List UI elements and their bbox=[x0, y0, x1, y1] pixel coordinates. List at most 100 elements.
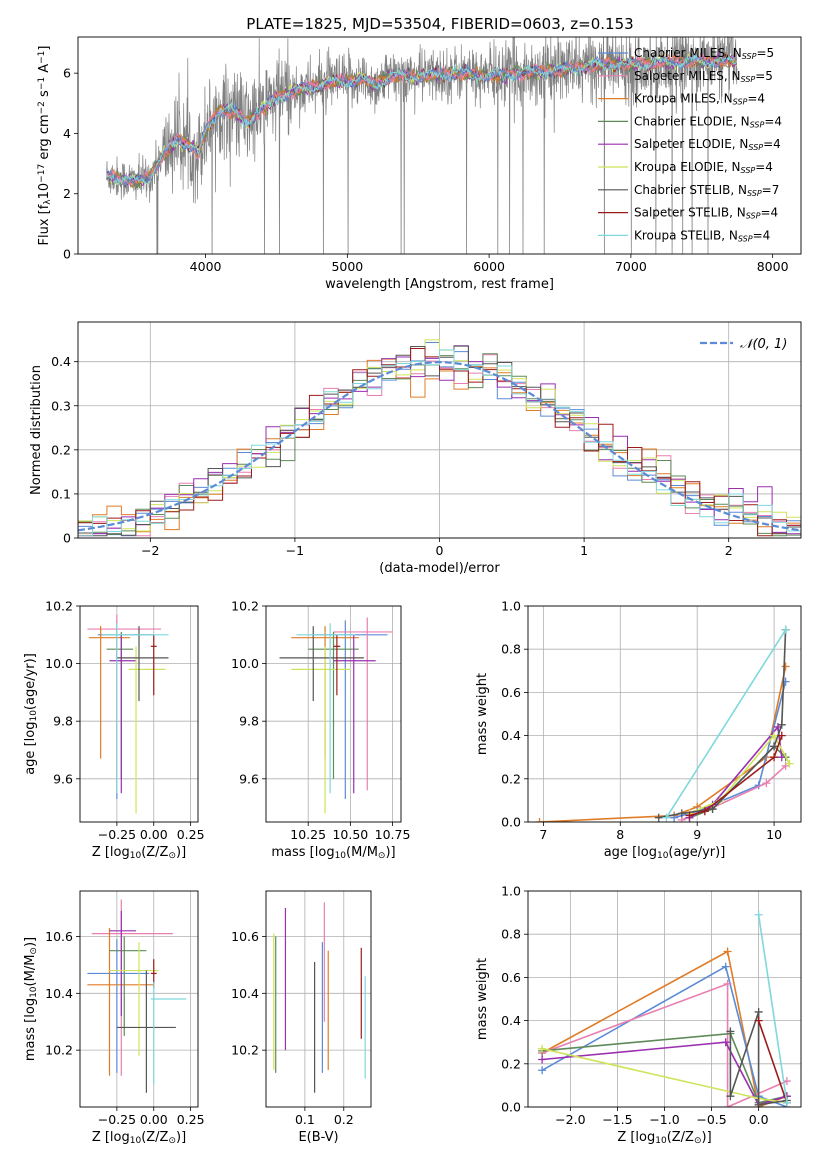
errorbar-kroupa_miles bbox=[88, 626, 131, 759]
x-tick-label: −0.25 bbox=[98, 827, 136, 842]
series-kroupa_miles bbox=[535, 662, 790, 822]
y-tick-label: 0.0 bbox=[501, 1100, 521, 1115]
age_vs_mass-xlabel: mass [log10(M/M⊙)] bbox=[271, 845, 395, 861]
x-tick-label: −1.0 bbox=[649, 1112, 679, 1127]
y-tick-label: 2 bbox=[63, 186, 71, 201]
x-tick-label: −1.5 bbox=[602, 1112, 632, 1127]
errorbar-salpeter_elodie bbox=[333, 634, 376, 794]
mass_vs_Z-ylabel: mass [log10(M/M⊙)] bbox=[23, 937, 39, 1061]
errorbar-kroupa_elodie bbox=[128, 646, 166, 814]
model-spectrum-chabrier_miles bbox=[106, 54, 737, 187]
series-marker bbox=[762, 779, 771, 788]
series-marker bbox=[754, 1007, 763, 1016]
massweight_vs_Z-ylabel: mass weight bbox=[475, 958, 490, 1040]
y-tick-label: 0.2 bbox=[501, 771, 521, 786]
axes-frame bbox=[79, 605, 199, 823]
x-tick-label: 7000 bbox=[615, 259, 647, 274]
errorbar-salpeter_stelib bbox=[150, 634, 157, 696]
y-tick-label: 10.2 bbox=[45, 1043, 73, 1058]
normal-curve bbox=[78, 360, 801, 532]
y-tick-label: 10.0 bbox=[45, 656, 73, 671]
series-marker bbox=[785, 759, 794, 768]
mass_vs_Z-axes: −0.25 0.00 0.25 10.2 10.4 10.6 Z [log10(Z/Z⊙)]… bbox=[23, 890, 205, 1146]
series-marker bbox=[721, 962, 730, 971]
y-tick-label: 1.0 bbox=[501, 884, 521, 899]
y-tick-label: 10.6 bbox=[45, 929, 73, 944]
series-marker bbox=[770, 753, 779, 762]
age_vs_mass-plot bbox=[279, 617, 393, 814]
y-tick-label: 0.4 bbox=[501, 1013, 521, 1028]
errorbar-salpeter_elodie bbox=[109, 634, 137, 794]
legend-label-kroupa_stelib: Kroupa STELIB, NSSP=4 bbox=[634, 228, 770, 243]
x-tick-label: 2 bbox=[725, 543, 733, 558]
series-marker bbox=[726, 1092, 735, 1101]
y-tick-label: 0.4 bbox=[51, 354, 71, 369]
errorbar-salpeter_miles bbox=[333, 617, 393, 791]
y-tick-label: 10.2 bbox=[45, 599, 73, 614]
y-tick-label: 0.8 bbox=[501, 642, 521, 657]
histogram-kroupa_stelib bbox=[78, 349, 801, 537]
series-marker bbox=[700, 807, 709, 816]
legend-label-normal: 𝒩(0, 1) bbox=[740, 337, 787, 352]
series-line bbox=[665, 629, 787, 819]
mass_vs_ebv-frame: 0.1 0.2 10.2 10.4 10.6 E(B-V) bbox=[231, 890, 372, 1145]
spectrum-plot bbox=[106, 37, 738, 254]
y-tick-label: 0.2 bbox=[51, 442, 71, 457]
errorbar-kroupa_elodie bbox=[109, 942, 159, 1056]
y-tick-label: 9.6 bbox=[53, 771, 73, 786]
massweight_vs_age-frame: 7 8 9 10 0.0 0.2 0.4 0.6 0.8 1.0 age [log10(age/yr… bbox=[475, 599, 802, 861]
series-marker bbox=[535, 818, 544, 822]
x-tick-label: 1 bbox=[580, 543, 588, 558]
legend-label-chabrier_elodie: Chabrier ELODIE, NSSP=4 bbox=[634, 114, 782, 129]
y-tick-label: 10.0 bbox=[231, 656, 259, 671]
series-line bbox=[757, 914, 788, 1103]
x-tick-label: −2.0 bbox=[555, 1112, 585, 1127]
age_vs_Z-xlabel: Z [log10(Z/Z⊙)] bbox=[92, 845, 186, 861]
mass_vs_Z-plot bbox=[87, 899, 187, 1093]
residuals-plot bbox=[78, 339, 801, 537]
series-marker bbox=[754, 1016, 763, 1025]
age_vs_mass-axes: 10.25 10.50 10.75 9.6 9.8 10.0 10.2 mass [log10… bbox=[231, 599, 410, 862]
mass_vs_ebv-xlabel: E(B-V) bbox=[298, 1130, 338, 1145]
axes-frame bbox=[77, 36, 802, 255]
series-marker bbox=[662, 813, 671, 822]
y-tick-label: 10.2 bbox=[231, 599, 259, 614]
mass_vs_ebv-axes: 0.1 0.2 10.2 10.4 10.6 E(B-V) bbox=[231, 890, 372, 1145]
series-marker bbox=[538, 1044, 547, 1053]
spectrum-axes: 4000 5000 6000 7000 8000 0 2 4 6 wavelength [Angs… bbox=[37, 36, 802, 292]
series-marker bbox=[685, 811, 694, 820]
axes-frame bbox=[265, 890, 372, 1108]
legend-label-kroupa_miles: Kroupa MILES, NSSP=4 bbox=[634, 92, 765, 107]
massweight_vs_Z-plot bbox=[538, 910, 791, 1107]
spectrum-legend: Chabrier MILES, NSSP=5 Salpeter MILES, NS… bbox=[598, 46, 782, 243]
x-tick-label: 0 bbox=[436, 543, 444, 558]
x-tick-label: 9 bbox=[693, 827, 701, 842]
series-marker bbox=[726, 1027, 735, 1036]
series-marker bbox=[770, 742, 779, 751]
y-tick-label: 0.1 bbox=[51, 486, 71, 501]
legend-label-salpeter_elodie: Salpeter ELODIE, NSSP=4 bbox=[634, 137, 781, 152]
massweight_vs_Z-xlabel: Z [log10(Z/Z⊙)] bbox=[617, 1130, 711, 1146]
spectrum-frame: 4000 5000 6000 7000 8000 0 2 4 6 wavelength [Angs… bbox=[37, 36, 802, 292]
y-tick-label: 4 bbox=[63, 126, 71, 141]
y-tick-label: 1.0 bbox=[501, 599, 521, 614]
y-tick-label: 0.4 bbox=[501, 728, 521, 743]
axes-frame bbox=[79, 890, 199, 1108]
x-tick-label: 10.75 bbox=[375, 827, 411, 842]
x-tick-label: 0.0 bbox=[749, 1112, 769, 1127]
x-tick-label: −0.25 bbox=[98, 1112, 136, 1127]
x-tick-label: 10.25 bbox=[290, 827, 326, 842]
series-marker bbox=[754, 910, 763, 919]
y-tick-label: 10.2 bbox=[231, 1043, 259, 1058]
errorbar-salpeter_elodie bbox=[109, 910, 137, 1017]
mass_vs_ebv-grid bbox=[266, 891, 371, 1107]
errorbar-chabrier_elodie bbox=[109, 936, 147, 1036]
series-line bbox=[658, 629, 787, 819]
errorbar-kroupa_elodie bbox=[291, 646, 351, 814]
model-spectrum-kroupa_stelib bbox=[106, 53, 737, 185]
y-tick-label: 0.6 bbox=[501, 685, 521, 700]
x-tick-label: 10 bbox=[766, 827, 782, 842]
massweight_vs_age-xlabel: age [log10(age/yr)] bbox=[604, 845, 726, 861]
massweight_vs_Z-axes: −2.0 −1.5 −1.0 −0.5 0.0 0.0 0.2 0.4 0.6 0.8 1.0 Z [… bbox=[475, 884, 802, 1146]
